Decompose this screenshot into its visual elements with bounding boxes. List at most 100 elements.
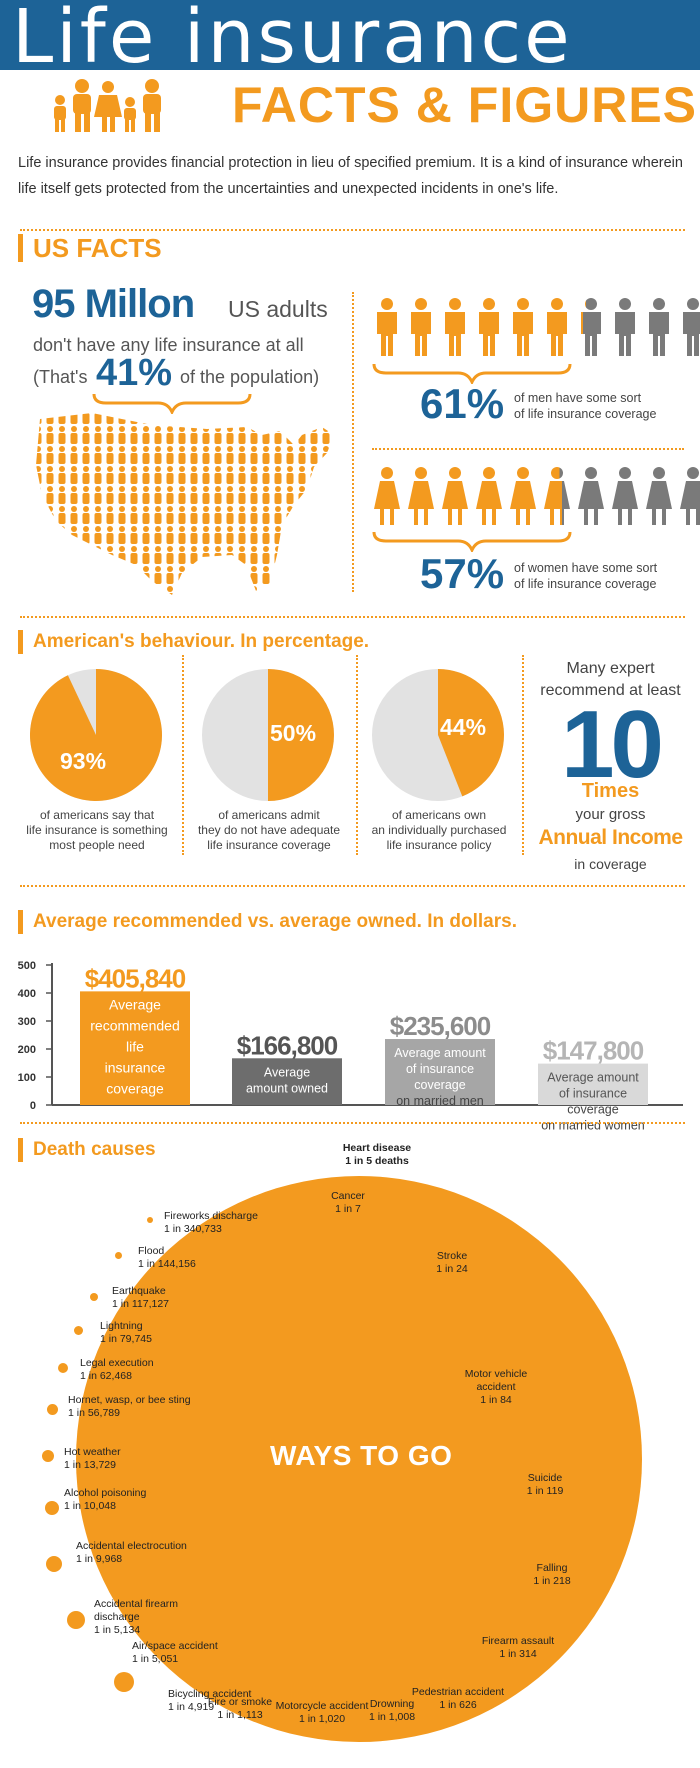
woman-figure-icon <box>374 467 400 525</box>
expert-line: Many expert <box>566 660 655 677</box>
bar-category-label: on married men <box>396 1094 484 1108</box>
family-icon <box>54 79 161 132</box>
cause-odds: 1 in 7 <box>335 1203 361 1215</box>
ways-to-go-circle <box>76 1176 642 1742</box>
cause-name: Fire or smoke <box>207 1696 273 1708</box>
pct-41: 41% <box>96 352 173 394</box>
cause-outside: Alcohol poisoning 1 in 10,048 <box>64 1487 194 1513</box>
men-text-line: of life insurance coverage <box>514 407 657 421</box>
man-figure-icon <box>411 298 431 356</box>
bar-value-label: $166,800 <box>237 1030 338 1060</box>
man-figure-icon <box>445 298 465 356</box>
cause-name: Legal execution <box>80 1357 154 1369</box>
bar-category-label: insurance <box>105 1059 166 1075</box>
cause-odds: 1 in 117,127 <box>112 1298 170 1310</box>
y-tick-label: 300 <box>18 1016 36 1028</box>
man-figure-icon <box>615 298 635 356</box>
cause-inside: Bicycling accident 1 in 4,919 <box>168 1688 288 1714</box>
expert-line: recommend at least <box>540 682 681 699</box>
cause-name: Bicycling accident <box>168 1688 252 1700</box>
cause-odds: 1 in 1,020 <box>298 1713 346 1725</box>
y-tick-label: 400 <box>18 988 36 1000</box>
woman-figure-icon <box>476 467 502 525</box>
ten-number: 10 <box>561 691 664 798</box>
bar-category-label: life <box>126 1038 144 1054</box>
woman-figure-icon <box>680 467 700 525</box>
divider <box>522 655 524 855</box>
pie-44-label: 44% <box>440 714 487 740</box>
brace-icon <box>372 363 572 384</box>
pie-caption-line: life insurance coverage <box>207 838 331 852</box>
women-pct: 57% <box>420 550 505 597</box>
cause-dot <box>90 1293 98 1301</box>
pie-caption-line: an individually purchased <box>371 823 507 837</box>
bar-category-label: Average amount <box>547 1071 639 1085</box>
divider <box>356 655 358 855</box>
woman-figure-icon <box>612 467 638 525</box>
men-text: of men have some sort of life insurance … <box>514 390 656 422</box>
pie-caption-line: they do not have adequate <box>197 823 341 837</box>
pie-slice <box>29 669 162 801</box>
brace-icon <box>372 531 572 552</box>
bar-category-label: of insurance <box>559 1087 627 1101</box>
woman-figure-icon <box>408 467 434 525</box>
women-text: of women have some sort of life insuranc… <box>514 560 657 592</box>
pie-93-label: 93% <box>60 748 107 774</box>
annual-income-text: Annual Income <box>538 826 683 849</box>
cause-odds: 1 in 13,729 <box>64 1459 116 1471</box>
pie-caption-line: of americans say that <box>39 808 155 822</box>
divider <box>352 292 354 592</box>
cause-outside: Hornet, wasp, or bee sting 1 in 56,789 <box>68 1394 198 1420</box>
cause-inside: Motor vehicle accident 1 in 84 <box>446 1368 546 1407</box>
gross-text: your gross <box>575 806 646 823</box>
cause-odds: 1 in 5 deaths <box>345 1155 409 1167</box>
cause-name: Flood <box>138 1245 165 1257</box>
bar-category-label: Average <box>109 996 161 1012</box>
dont-have-text: don't have any life insurance at all <box>33 335 304 355</box>
bar-category-label: Average <box>264 1065 310 1079</box>
y-tick-label: 0 <box>30 1100 36 1112</box>
averages-heading: Average recommended vs. average owned. I… <box>18 910 517 934</box>
cause-inside: Motorcycle accident 1 in 1,020 <box>272 1700 372 1726</box>
cause-name: Accidental electrocution <box>76 1540 187 1552</box>
man-figure-icon <box>581 298 601 356</box>
behaviour-heading: American's behaviour. In percentage. <box>18 630 369 654</box>
bar <box>80 991 190 1105</box>
pie-caption-line: of americans own <box>391 808 487 822</box>
pie-caption-line: most people need <box>49 838 145 852</box>
page-subtitle: FACTS & FIGURES <box>232 77 698 133</box>
cause-dot <box>114 1251 122 1259</box>
cause-name: Suicide <box>527 1472 563 1484</box>
cause-dot <box>42 1450 54 1462</box>
cause-name: Accidental firearm discharge <box>94 1598 179 1623</box>
cause-odds: 1 in 340,733 <box>164 1223 222 1235</box>
cause-odds: 1 in 144,156 <box>138 1258 196 1270</box>
bar-value-label: $405,840 <box>85 963 186 993</box>
pie-93-caption: of americans say that life insurance is … <box>12 808 182 853</box>
bar-category-label: on married women <box>541 1119 645 1133</box>
cause-inside: Falling 1 in 218 <box>502 1562 602 1588</box>
cause-outside: Air/space accident 1 in 5,051 <box>132 1640 262 1666</box>
divider <box>20 1122 685 1124</box>
big-number: 95 Millon <box>32 282 195 326</box>
cause-odds: 1 in 79,745 <box>100 1333 152 1345</box>
man-figure-icon <box>377 298 397 356</box>
divider <box>20 885 685 887</box>
bar-category-label: coverage <box>106 1080 164 1096</box>
cause-name: Air/space accident <box>132 1640 218 1652</box>
cause-heart-disease: Heart disease 1 in 5 deaths <box>322 1142 432 1168</box>
cause-inside: Pedestrian accident 1 in 626 <box>408 1686 508 1712</box>
bar-category-label: of insurance <box>406 1062 474 1076</box>
divider <box>20 616 685 618</box>
bar-value-label: $147,800 <box>543 1036 644 1066</box>
men-pct: 61% <box>420 380 505 427</box>
pie-44-caption: of americans own an individually purchas… <box>354 808 524 853</box>
cause-name: Cancer <box>331 1190 365 1202</box>
woman-figure-icon <box>646 467 672 525</box>
cause-odds: 1 in 10,048 <box>64 1500 116 1512</box>
cause-name: Motorcycle accident <box>275 1700 369 1712</box>
cause-dot <box>45 1501 59 1515</box>
bar-category-label: coverage <box>567 1103 618 1117</box>
brace-icon <box>92 393 252 414</box>
bar-category-label: Average amount <box>394 1046 486 1060</box>
